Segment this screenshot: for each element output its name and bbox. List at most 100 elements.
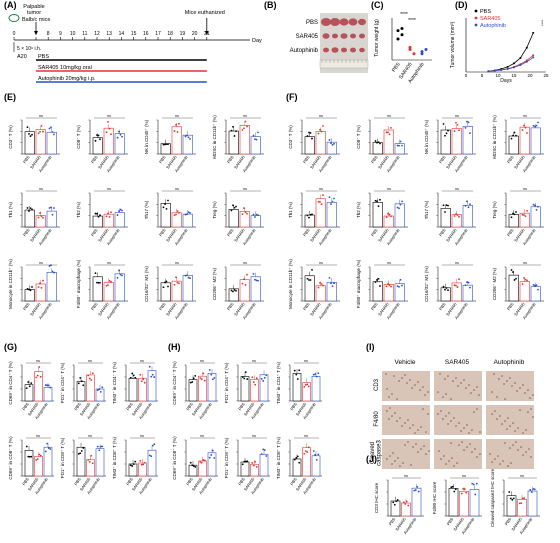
stain-spot bbox=[493, 373, 495, 375]
data-point bbox=[27, 455, 30, 458]
data-point bbox=[523, 124, 525, 127]
stain-spot bbox=[460, 430, 462, 432]
stain-spot bbox=[520, 446, 522, 448]
data-point bbox=[94, 139, 97, 142]
tumor-sample bbox=[323, 47, 329, 53]
stain-spot bbox=[404, 422, 406, 424]
data-point bbox=[442, 123, 445, 125]
ihc-image bbox=[486, 439, 534, 469]
stain-spot bbox=[504, 420, 506, 422]
y-axis-label: Th2 (%) bbox=[356, 202, 361, 219]
stain-spot bbox=[512, 422, 514, 424]
mini-bar-plot: F4/80⁺ macrophage (%) PBSSAR405Autophinib… bbox=[76, 259, 128, 320]
ihc-image bbox=[486, 371, 534, 401]
stain-spot bbox=[458, 444, 460, 446]
data-point bbox=[487, 70, 490, 73]
data-point bbox=[139, 373, 142, 376]
y-axis-label: Treg (%) bbox=[492, 201, 497, 219]
x-tick-label: PBS bbox=[22, 227, 31, 237]
data-point bbox=[121, 209, 123, 212]
sig-label: ns bbox=[523, 187, 527, 191]
bar bbox=[462, 126, 473, 155]
stain-spot bbox=[406, 382, 408, 384]
data-point bbox=[200, 461, 203, 464]
stain-spot bbox=[509, 377, 511, 379]
bar bbox=[383, 284, 394, 302]
data-point bbox=[265, 374, 268, 377]
bar bbox=[182, 213, 193, 228]
bar bbox=[76, 381, 86, 402]
data-point bbox=[30, 455, 33, 458]
series-line bbox=[488, 32, 534, 72]
stain-spot bbox=[517, 427, 519, 429]
data-point bbox=[255, 465, 258, 468]
tumor-sample bbox=[332, 33, 338, 39]
y-axis-label: NK in CD45⁺ (%) bbox=[144, 119, 149, 154]
sig-label: ns bbox=[304, 434, 308, 438]
x-tick-label: 0 bbox=[465, 73, 468, 78]
timeline: Balb/c mice0789101112131415161718192021D… bbox=[8, 4, 262, 83]
data-point bbox=[213, 377, 216, 379]
y-axis-label: Th1 (%) bbox=[288, 202, 293, 219]
arrow-head bbox=[34, 31, 38, 35]
data-point bbox=[129, 464, 132, 467]
bar bbox=[517, 498, 527, 517]
data-point bbox=[194, 374, 197, 377]
data-point bbox=[416, 485, 419, 488]
data-point bbox=[202, 372, 205, 375]
data-point bbox=[469, 203, 471, 206]
treatment-label: SAR405 10mg/kg oral bbox=[38, 65, 92, 71]
euthanized-label: Mice euthanized bbox=[185, 10, 225, 16]
x-tick-label: PBS bbox=[237, 401, 246, 411]
timeline-day: 12 bbox=[94, 31, 100, 37]
y-axis-label: CD3 IHC score bbox=[374, 482, 379, 513]
palpable-label: tumor bbox=[27, 10, 41, 16]
data-point bbox=[49, 448, 52, 450]
x-tick-label: PBS bbox=[185, 476, 194, 486]
data-point bbox=[164, 143, 166, 146]
data-point bbox=[208, 456, 211, 459]
y-axis-label: Tumor weight (g) bbox=[374, 19, 380, 57]
data-point bbox=[230, 209, 233, 212]
ihc-column-label: Autophinib bbox=[494, 359, 525, 366]
bar bbox=[519, 281, 530, 302]
stain-spot bbox=[522, 432, 524, 434]
data-point bbox=[101, 445, 104, 448]
data-point bbox=[241, 213, 244, 215]
data-point bbox=[167, 143, 169, 146]
data-point bbox=[315, 375, 318, 378]
sig-label: ns bbox=[523, 114, 527, 118]
sig-label: ns bbox=[520, 474, 524, 478]
panel-label-B: (B) bbox=[264, 0, 277, 10]
data-point bbox=[37, 286, 40, 288]
bar bbox=[390, 500, 401, 517]
data-point bbox=[189, 381, 192, 384]
bar bbox=[527, 490, 538, 517]
data-point bbox=[308, 216, 310, 219]
sig-label: ns bbox=[36, 434, 40, 438]
bar bbox=[530, 127, 541, 155]
data-point bbox=[88, 460, 91, 463]
y-axis-label: CD69⁺ in CD8⁺ T (%) bbox=[172, 436, 177, 480]
legend-label: Autophinib bbox=[480, 23, 506, 29]
panel-label-F: (F) bbox=[286, 92, 298, 102]
data-point bbox=[119, 208, 122, 211]
data-point bbox=[254, 278, 256, 281]
stain-spot bbox=[455, 377, 457, 379]
bar bbox=[304, 214, 315, 228]
stain-spot bbox=[460, 382, 462, 384]
stain-spot bbox=[466, 424, 468, 426]
data-point bbox=[203, 379, 206, 382]
data-point bbox=[408, 48, 412, 51]
bar bbox=[292, 458, 302, 477]
data-point bbox=[398, 144, 400, 147]
sig-label: ns bbox=[319, 114, 323, 118]
stain-spot bbox=[447, 423, 449, 425]
data-point bbox=[257, 131, 259, 134]
injection-label: 5 × 10⁶ i.h. bbox=[17, 46, 41, 52]
stain-spot bbox=[473, 411, 475, 413]
data-point bbox=[515, 211, 517, 213]
